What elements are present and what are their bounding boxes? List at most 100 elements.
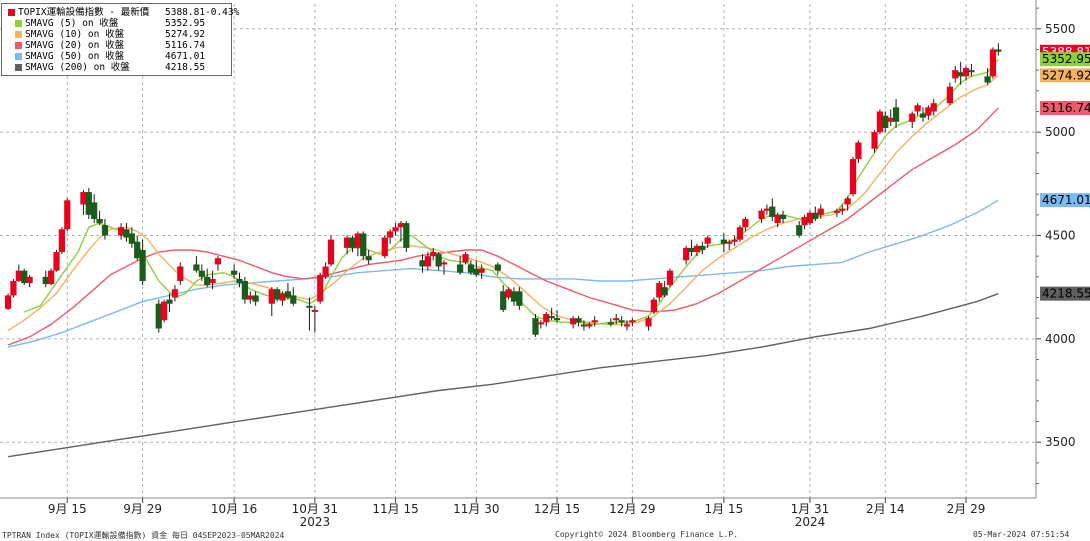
candle (876, 109, 884, 135)
legend-label: SMAVG (200) on 收盤 (25, 62, 130, 73)
legend-change: -0.43% (205, 7, 240, 18)
candle (500, 285, 507, 312)
candle (58, 227, 65, 255)
candle (349, 235, 356, 253)
candle-body (15, 270, 22, 281)
candle-body (26, 276, 33, 284)
candle (387, 229, 394, 244)
candle-body (435, 254, 442, 267)
candle-body (618, 320, 625, 323)
legend-value: 5352.95 (165, 18, 206, 29)
value-tag-label: 5352.95 (1042, 52, 1090, 66)
candle (430, 247, 437, 261)
candle (467, 260, 475, 275)
candle-body (306, 305, 313, 308)
y-axis: 3500 4000 4500 5000 5500 (1035, 0, 1076, 498)
candle-body (478, 268, 485, 273)
candle-body (930, 103, 937, 112)
candle (290, 287, 297, 306)
candle (833, 208, 840, 217)
candle-body (849, 159, 857, 195)
candle-body (914, 105, 921, 112)
candle-body (516, 291, 523, 306)
candle-body (742, 218, 749, 228)
legend-value: 4671.01 (165, 51, 206, 62)
candle-body (80, 192, 87, 205)
candle (699, 241, 706, 255)
candle-body (204, 276, 211, 286)
candle-body (919, 113, 927, 118)
candle-body (887, 117, 894, 122)
x-year-label: 2023 (300, 515, 331, 529)
candle-body (645, 318, 652, 327)
candle (613, 314, 620, 325)
candle-body (591, 320, 598, 323)
candle (855, 140, 862, 164)
x-tick-label: 1月 15 (704, 502, 743, 516)
candle-body (500, 291, 507, 310)
candle (397, 221, 405, 242)
candle (204, 268, 211, 288)
candle (85, 187, 92, 219)
candle (736, 225, 744, 242)
candle (683, 245, 690, 265)
candle (4, 293, 12, 310)
candle-body (683, 247, 690, 261)
candle-body (198, 270, 205, 277)
candle (688, 239, 695, 257)
candle (548, 307, 555, 321)
candle (763, 204, 771, 215)
candle (155, 299, 162, 333)
candle-body (117, 227, 125, 236)
candle (440, 260, 448, 275)
candle-body (365, 256, 372, 261)
candle (284, 283, 292, 300)
candle-body (322, 266, 329, 277)
candle-body (4, 295, 12, 309)
candle-body (467, 264, 475, 273)
candle (957, 61, 964, 85)
candle-body (424, 256, 431, 267)
candle-body (575, 318, 582, 323)
legend-label: SMAVG (10) on 收盤 (25, 29, 125, 40)
candle (661, 280, 668, 298)
candle (618, 316, 625, 327)
value-tag-box (1040, 286, 1090, 301)
candle-body (796, 225, 803, 236)
candle-body (284, 291, 292, 298)
candle-body (962, 68, 970, 77)
candle (968, 63, 975, 77)
candle (553, 309, 561, 323)
candle (42, 270, 49, 288)
candle-body (403, 223, 410, 248)
candle (666, 268, 674, 288)
candle (231, 264, 238, 279)
candle-body (10, 280, 17, 296)
candle (505, 287, 512, 300)
candle (123, 223, 130, 242)
candle-body (688, 247, 695, 253)
candle (462, 252, 469, 265)
y-tick-label: 5500 (1045, 22, 1076, 36)
candle-body (354, 233, 361, 248)
candle (419, 254, 426, 273)
y-tick-label: 4500 (1045, 228, 1076, 242)
x-tick-label: 10月 31 (292, 502, 338, 516)
candle-body (607, 322, 614, 325)
candle-body (833, 210, 840, 213)
value-tag-label: 5116.74 (1042, 101, 1090, 115)
x-tick-label: 11月 15 (372, 502, 418, 516)
moving-average-lines (7, 58, 999, 458)
candle-body (231, 270, 238, 275)
candle-body (101, 225, 109, 236)
value-tag-label: 4671.01 (1042, 193, 1090, 207)
candle (925, 105, 932, 120)
legend-swatch (8, 9, 15, 16)
candle (494, 262, 501, 275)
legend-swatch (15, 31, 22, 38)
candle-body (85, 192, 92, 215)
candle (209, 270, 216, 290)
candle-body (247, 295, 254, 300)
candle-body (494, 264, 501, 271)
candle (171, 285, 179, 302)
